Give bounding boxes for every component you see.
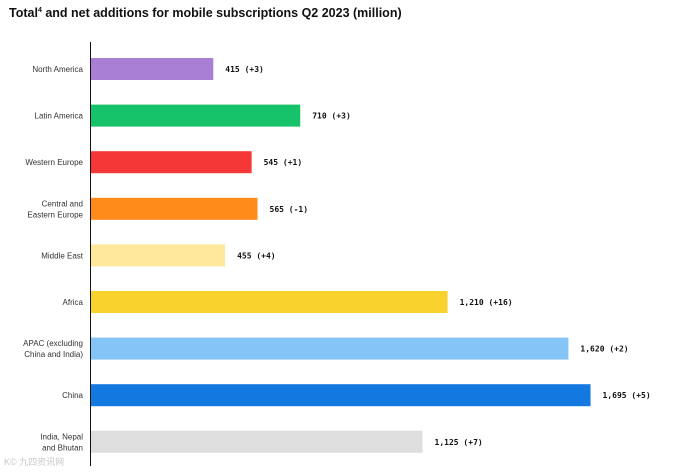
value-label-western-europe: 545 (+1) (264, 158, 303, 167)
bar-central-and-eastern-europe (91, 197, 258, 220)
category-label-north-america: North America (32, 65, 83, 74)
bar-north-america (91, 58, 214, 80)
category-label-africa: Africa (63, 298, 84, 307)
value-label-central-and-eastern-europe: 565 (-1) (270, 205, 309, 214)
bar-western-europe (91, 151, 252, 174)
value-label-north-america: 415 (+3) (225, 65, 264, 74)
bar-africa (91, 291, 448, 313)
bar-china (91, 384, 591, 407)
bar-india-nepal-and-bhutan (91, 430, 423, 453)
value-label-middle-east: 455 (+4) (237, 251, 276, 260)
value-label-latin-america: 710 (+3) (312, 112, 351, 121)
value-label-india-nepal-and-bhutan: 1,125 (+7) (435, 438, 483, 447)
category-label-middle-east: Middle East (41, 251, 84, 260)
watermark: K© 九四资讯网 (4, 457, 65, 467)
chart-title: Total4 and net additions for mobile subs… (9, 6, 402, 20)
bar-apac-excluding-china-and-india (91, 337, 569, 360)
value-label-china: 1,695 (+5) (603, 391, 651, 400)
category-label-western-europe: Western Europe (25, 158, 83, 167)
category-label-india-nepal-and-bhutan: India, Nepal and Bhutan (40, 432, 83, 452)
value-label-africa: 1,210 (+16) (460, 298, 513, 307)
category-label-apac-excluding-china-and-india: APAC (excluding China and India) (23, 339, 83, 359)
category-label-china: China (62, 391, 83, 400)
bar-latin-america (91, 104, 301, 127)
bar-middle-east (91, 244, 226, 267)
category-label-central-and-eastern-europe: Central and Eastern Europe (27, 199, 83, 219)
value-label-apac-excluding-china-and-india: 1,620 (+2) (580, 345, 628, 354)
category-label-latin-america: Latin America (35, 112, 84, 121)
